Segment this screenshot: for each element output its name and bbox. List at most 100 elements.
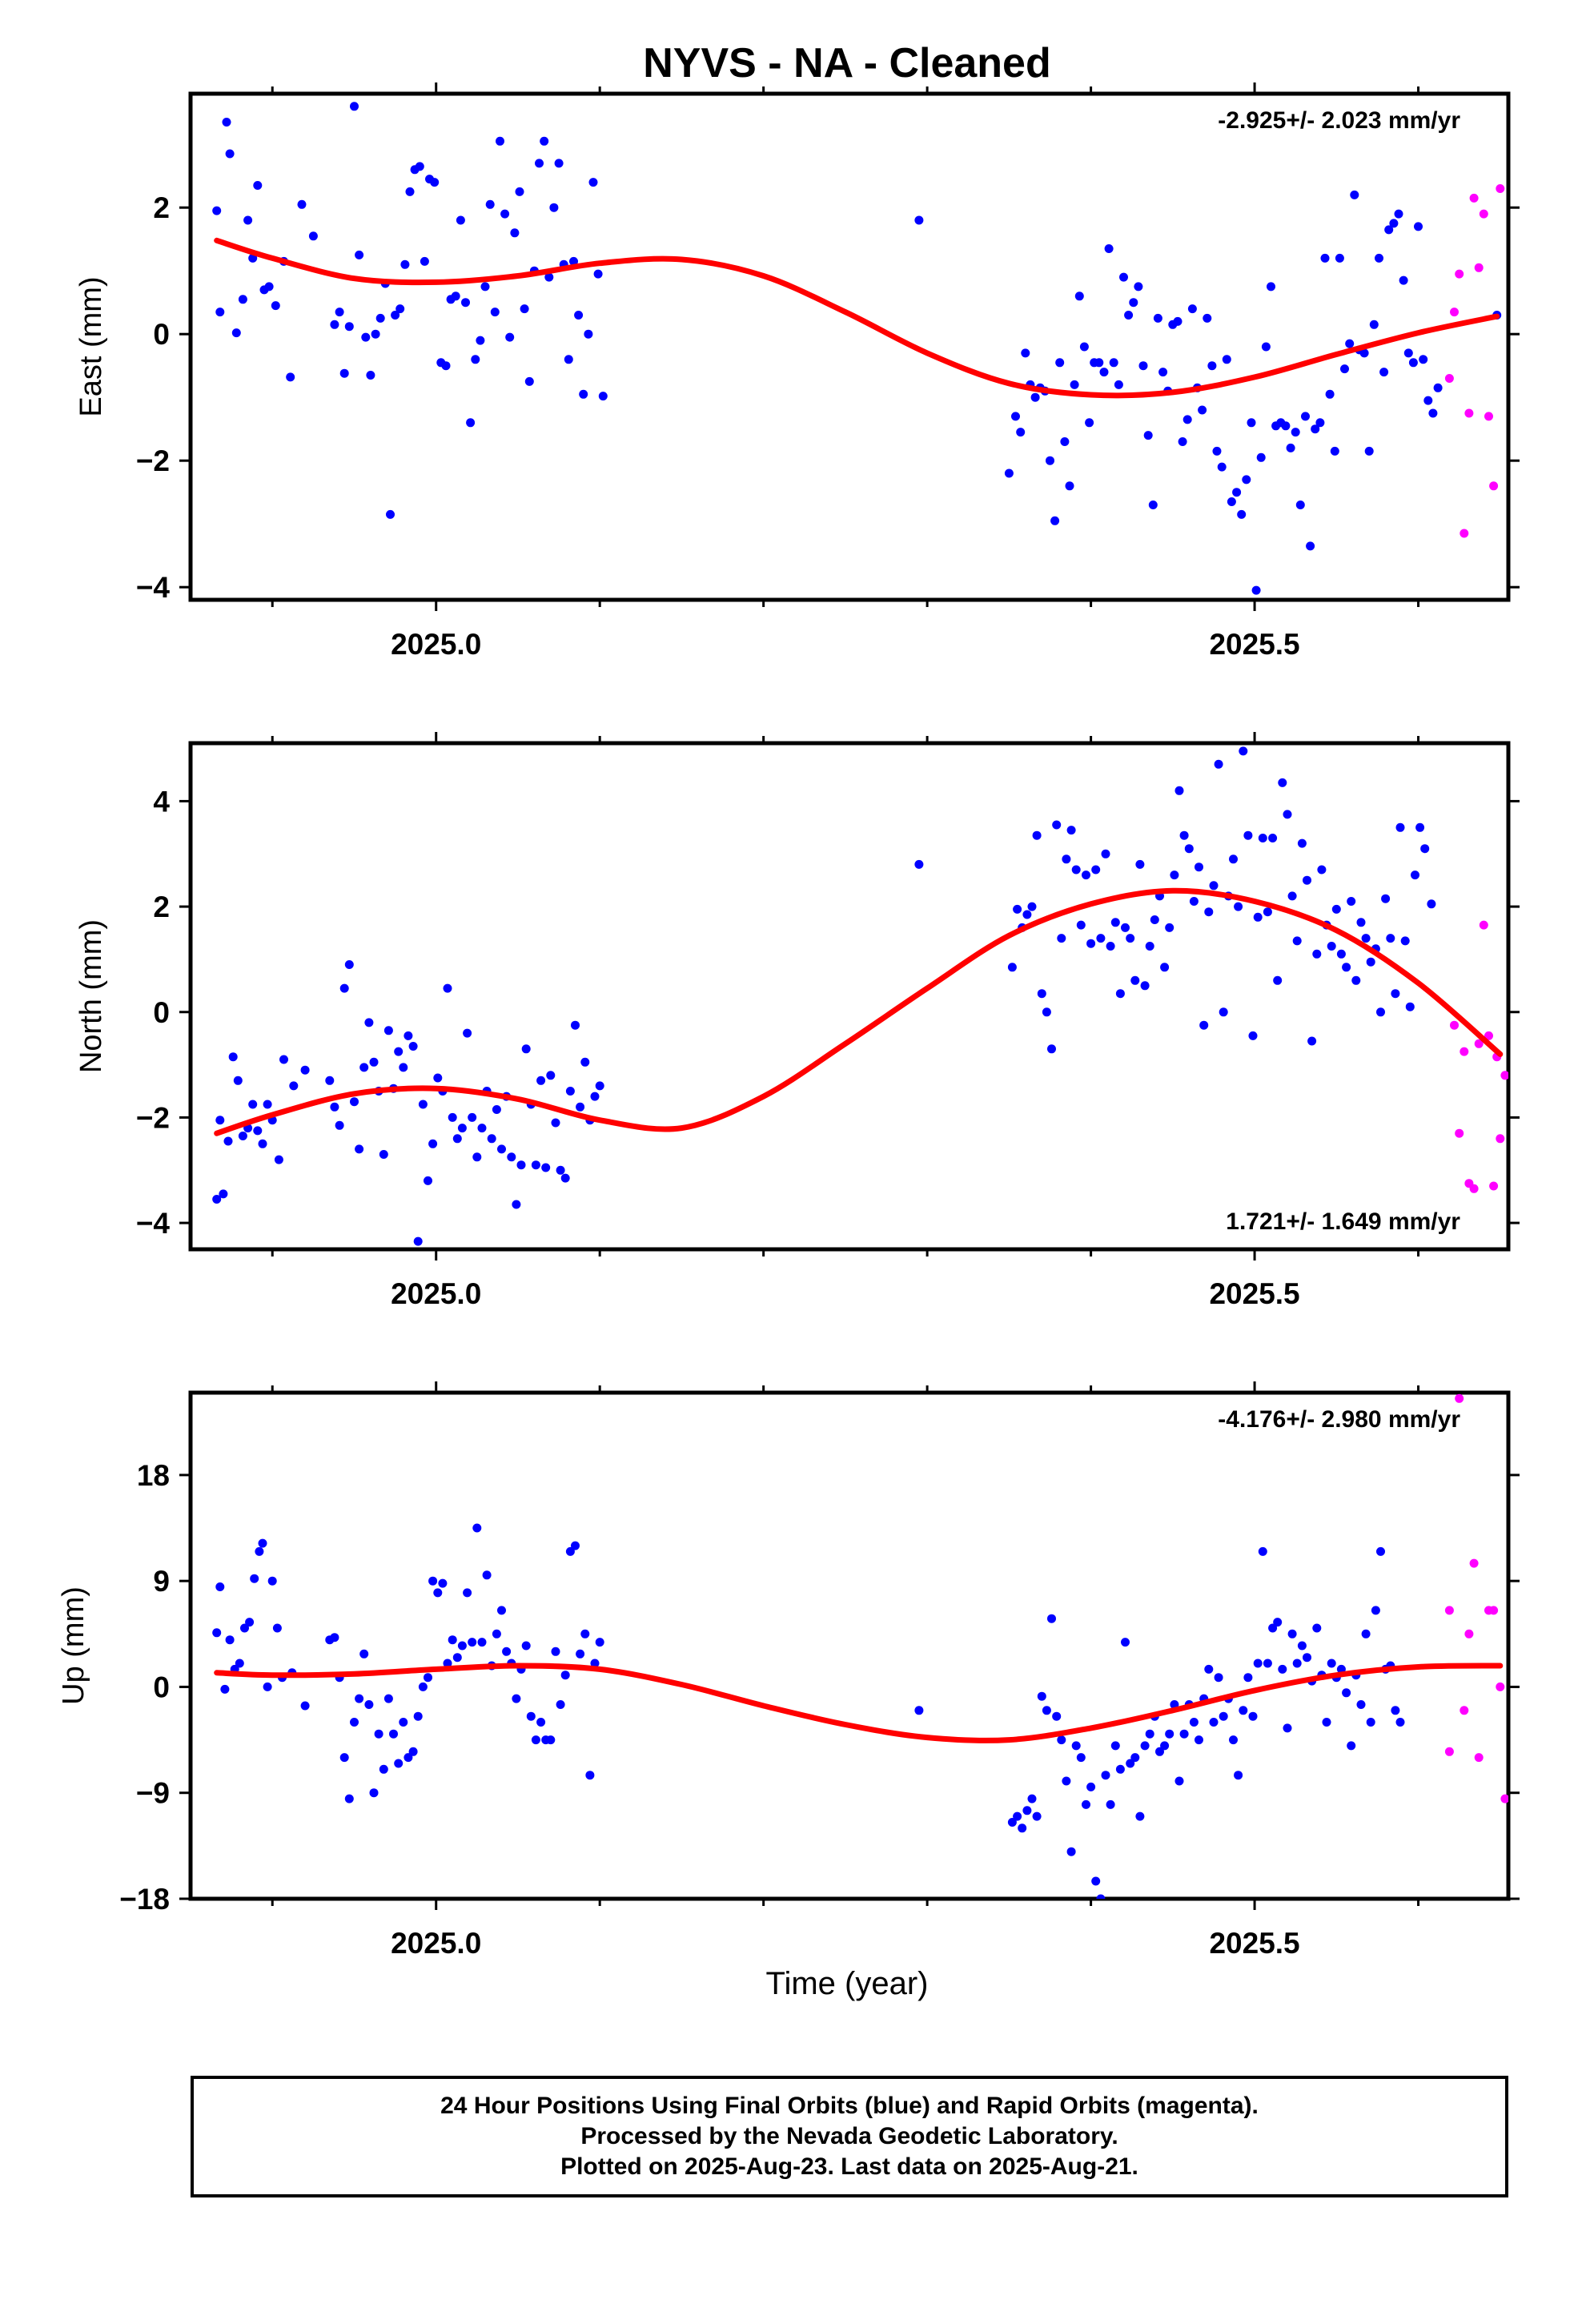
north-final-point [350,1097,359,1107]
north-final-point [1411,870,1419,880]
east-final-point [569,256,578,266]
north-final-point [556,1165,565,1175]
up-final-point [1052,1711,1062,1721]
east-final-point [441,361,451,371]
up-final-point [364,1700,374,1709]
north-final-point [1179,830,1189,840]
east-final-point [1085,418,1094,428]
up-final-point [1086,1782,1096,1791]
east-final-point [1256,452,1266,462]
north-rapid-point [1460,1047,1469,1056]
up-final-point [448,1635,457,1645]
up-final-point [374,1729,383,1739]
north-final-point [1405,1002,1415,1011]
up-final-point [1327,1659,1336,1668]
east-final-point [1359,348,1369,358]
up-final-point [590,1659,600,1668]
north-final-point [1342,963,1351,972]
north-rapid-point [1500,1071,1508,1080]
north-final-point [219,1189,228,1199]
east-final-point [914,215,924,225]
east-final-point [461,298,470,308]
up-final-point [1037,1691,1046,1701]
north-final-point [359,1063,369,1072]
up-final-point [1145,1729,1154,1739]
north-final-point [1057,934,1066,943]
up-final-point [1209,1718,1219,1727]
up-final-point [263,1682,272,1691]
north-final-point [1243,830,1253,840]
east-final-point [490,308,500,317]
up-final-point [250,1574,259,1583]
east-final-point [1104,244,1114,253]
east-final-point [1178,437,1187,446]
north-axes-frame [188,741,1511,1252]
up-final-point [1391,1706,1400,1715]
north-final-point [383,1026,393,1035]
up-final-point [914,1706,924,1715]
east-model-curve [214,237,1500,399]
east-final-point [451,292,460,301]
north-final-point [1273,975,1283,985]
east-final-point [1079,342,1089,352]
up-final-point [369,1788,379,1798]
north-final-point [1327,942,1336,951]
up-final-point [1062,1776,1071,1786]
east-final-point [1237,509,1247,519]
panels: 2025.0 2025.5 −4 −2 0 2 East (mm) -2.925+/- 2.0… [57,82,1520,1960]
north-final-point [1096,934,1106,943]
up-final-point [413,1711,423,1721]
up-final-point [502,1647,512,1656]
north-final-point [1263,907,1272,917]
up-final-point [272,1623,282,1633]
east-ytick-label: 2 [153,191,170,224]
up-final-point [1229,1735,1238,1745]
east-final-point [1182,415,1192,424]
north-ytick-label: −2 [136,1101,170,1134]
north-final-point [1042,1007,1051,1017]
east-rapid-point [1450,308,1459,317]
up-final-point [408,1747,418,1756]
east-ytick-label: −4 [136,571,171,604]
north-final-point [595,1081,604,1091]
north-final-point [258,1139,267,1148]
north-final-point [1258,834,1267,842]
north-final-point [1391,989,1400,999]
north-final-point [1386,934,1395,943]
north-final-point [1071,865,1081,875]
up-final-point [1179,1729,1189,1739]
up-final-point [215,1582,225,1591]
up-final-point [418,1682,428,1691]
north-final-point [1140,981,1150,991]
east-final-point [420,256,429,266]
footer-box: 24 Hour Positions Using Final Orbits (bl… [191,2076,1508,2197]
north-final-point [413,1236,423,1246]
east-final-point [1212,446,1222,456]
up-final-point [1135,1811,1145,1821]
up-final-point [1297,1641,1307,1651]
north-rapid-point [1489,1181,1499,1191]
up-final-point [546,1735,556,1745]
east-final-point [456,215,465,225]
north-final-point [541,1163,551,1172]
east-final-point [405,187,415,196]
north-final-point [1420,844,1430,854]
east-final-point [598,392,608,401]
east-final-point [544,272,554,282]
north-final-point [1303,875,1311,885]
up-final-point [330,1633,339,1642]
north-final-point [531,1160,540,1170]
east-y-axis-label: East (mm) [74,276,108,416]
east-final-point [1423,396,1433,405]
east-final-point [355,250,364,259]
up-final-point [1110,1741,1120,1751]
north-final-point [546,1071,556,1080]
east-final-point [1074,292,1084,301]
north-final-point [1307,1036,1317,1046]
east-final-point [584,329,593,339]
up-xtick-label: 2025.5 [1209,1927,1299,1960]
north-xtick-label: 2025.0 [391,1277,481,1310]
east-final-point [1134,282,1143,292]
north-final-point [452,1134,462,1144]
east-final-point [430,178,440,187]
